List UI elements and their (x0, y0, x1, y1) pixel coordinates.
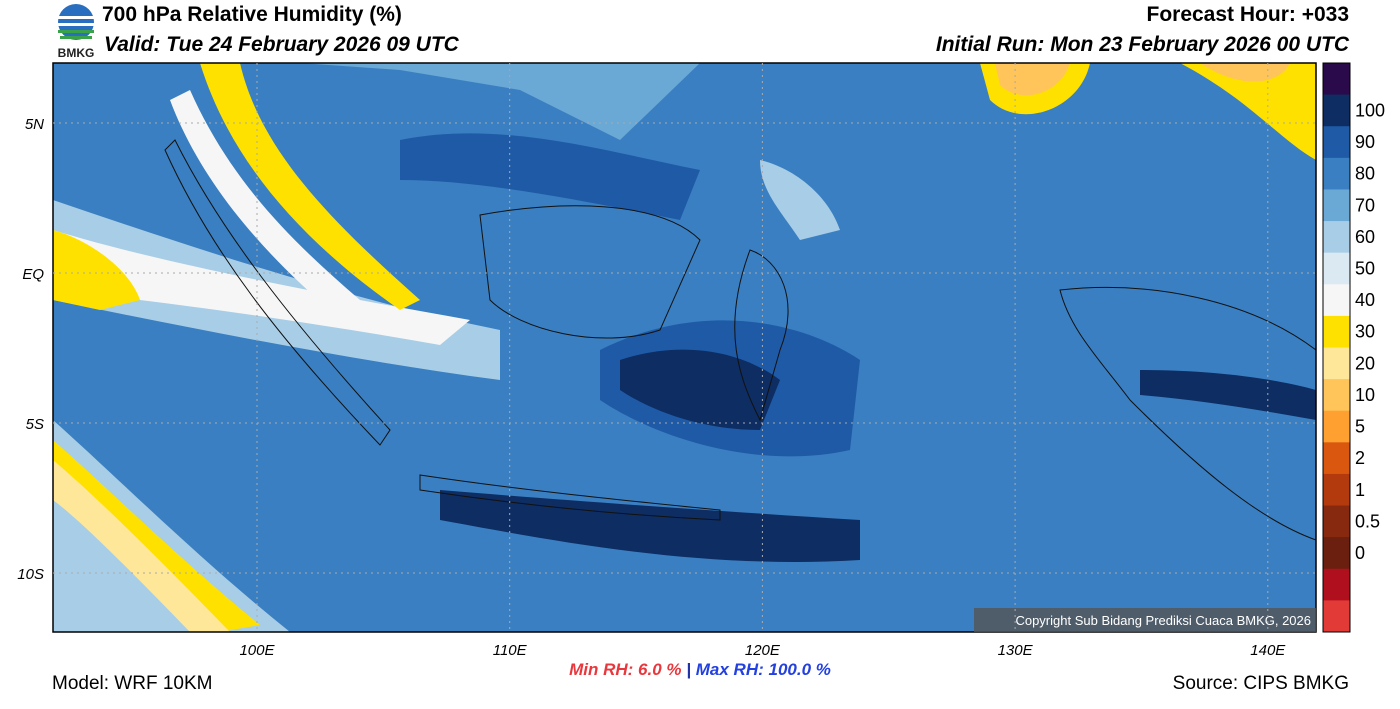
initial-run: Initial Run: Mon 23 February 2026 00 UTC (935, 33, 1349, 56)
colorbar-label: 10 (1355, 385, 1375, 405)
colorbar-segment (1323, 284, 1350, 317)
colorbar-segment (1323, 568, 1350, 601)
colorbar-segment (1323, 379, 1350, 412)
lon-label: 140E (1250, 642, 1286, 659)
colorbar-label: 90 (1355, 132, 1375, 152)
lat-label: 10S (17, 566, 44, 583)
coastlines (164, 139, 1316, 541)
colorbar-segment (1323, 600, 1350, 633)
colorbar-segment (1323, 189, 1350, 222)
rh-range: Min RH: 6.0 % | Max RH: 100.0 % (0, 660, 1400, 680)
colorbar-segment (1323, 410, 1350, 443)
copyright-box (974, 608, 1316, 632)
title: 700 hPa Relative Humidity (%) (102, 3, 402, 26)
colorbar-segment (1323, 221, 1350, 254)
min-value: 6.0 % (638, 660, 682, 679)
field (53, 63, 1316, 632)
colorbar-segment (1323, 252, 1350, 285)
lon-label: 100E (239, 642, 275, 659)
forecast-hour: Forecast Hour: +033 (1146, 3, 1350, 26)
colorbar-label: 0 (1355, 543, 1365, 563)
map-frame (52, 62, 1317, 633)
source: Source: CIPS BMKG (1172, 673, 1349, 694)
model: Model: WRF 10KM (52, 673, 213, 694)
lon-label: 120E (745, 642, 781, 659)
max-label: Max RH: (695, 660, 764, 679)
separator: | (686, 660, 692, 679)
colorbar-segment (1323, 157, 1350, 190)
colorbar-label: 20 (1355, 353, 1375, 373)
colorbar-label: 2 (1355, 448, 1365, 468)
colorbar-segment (1323, 473, 1350, 507)
lat-label: 5N (25, 116, 44, 133)
colorbar-segment (1323, 315, 1350, 348)
lon-label: 110E (493, 642, 528, 659)
valid-time: Valid: Tue 24 February 2026 09 UTC (104, 33, 459, 56)
colorbar-label: 0.5 (1355, 511, 1380, 531)
colorbar-segment (1323, 505, 1350, 538)
colorbar-label: 80 (1355, 164, 1375, 184)
colorbar-segment (1323, 126, 1350, 159)
lon-label: 130E (998, 642, 1034, 659)
colorbar-segment (1323, 63, 1350, 96)
colorbar-frame (1322, 62, 1351, 633)
lat-label: EQ (22, 266, 44, 283)
logo: BMKG (58, 4, 95, 60)
lat-label: 5S (26, 416, 44, 433)
colorbar-segment (1323, 537, 1350, 570)
colorbar-segment (1323, 347, 1350, 380)
colorbar-label: 70 (1355, 195, 1375, 215)
colorbar-label: 100 (1355, 100, 1385, 120)
colorbar-label: 50 (1355, 258, 1375, 278)
colorbar-label: 40 (1355, 290, 1375, 310)
colorbar-label: 1 (1355, 480, 1365, 500)
colorbar-label: 30 (1355, 322, 1375, 342)
colorbar-label: 60 (1355, 227, 1375, 247)
copyright: Copyright Sub Bidang Prediksi Cuaca BMKG… (1015, 613, 1311, 628)
logo-text: BMKG (58, 46, 95, 60)
max-value: 100.0 % (768, 660, 831, 679)
colorbar-label: 5 (1355, 417, 1365, 437)
colorbar-segment (1323, 94, 1350, 127)
min-label: Min RH: (569, 660, 634, 679)
colorbar-segment (1323, 442, 1350, 475)
